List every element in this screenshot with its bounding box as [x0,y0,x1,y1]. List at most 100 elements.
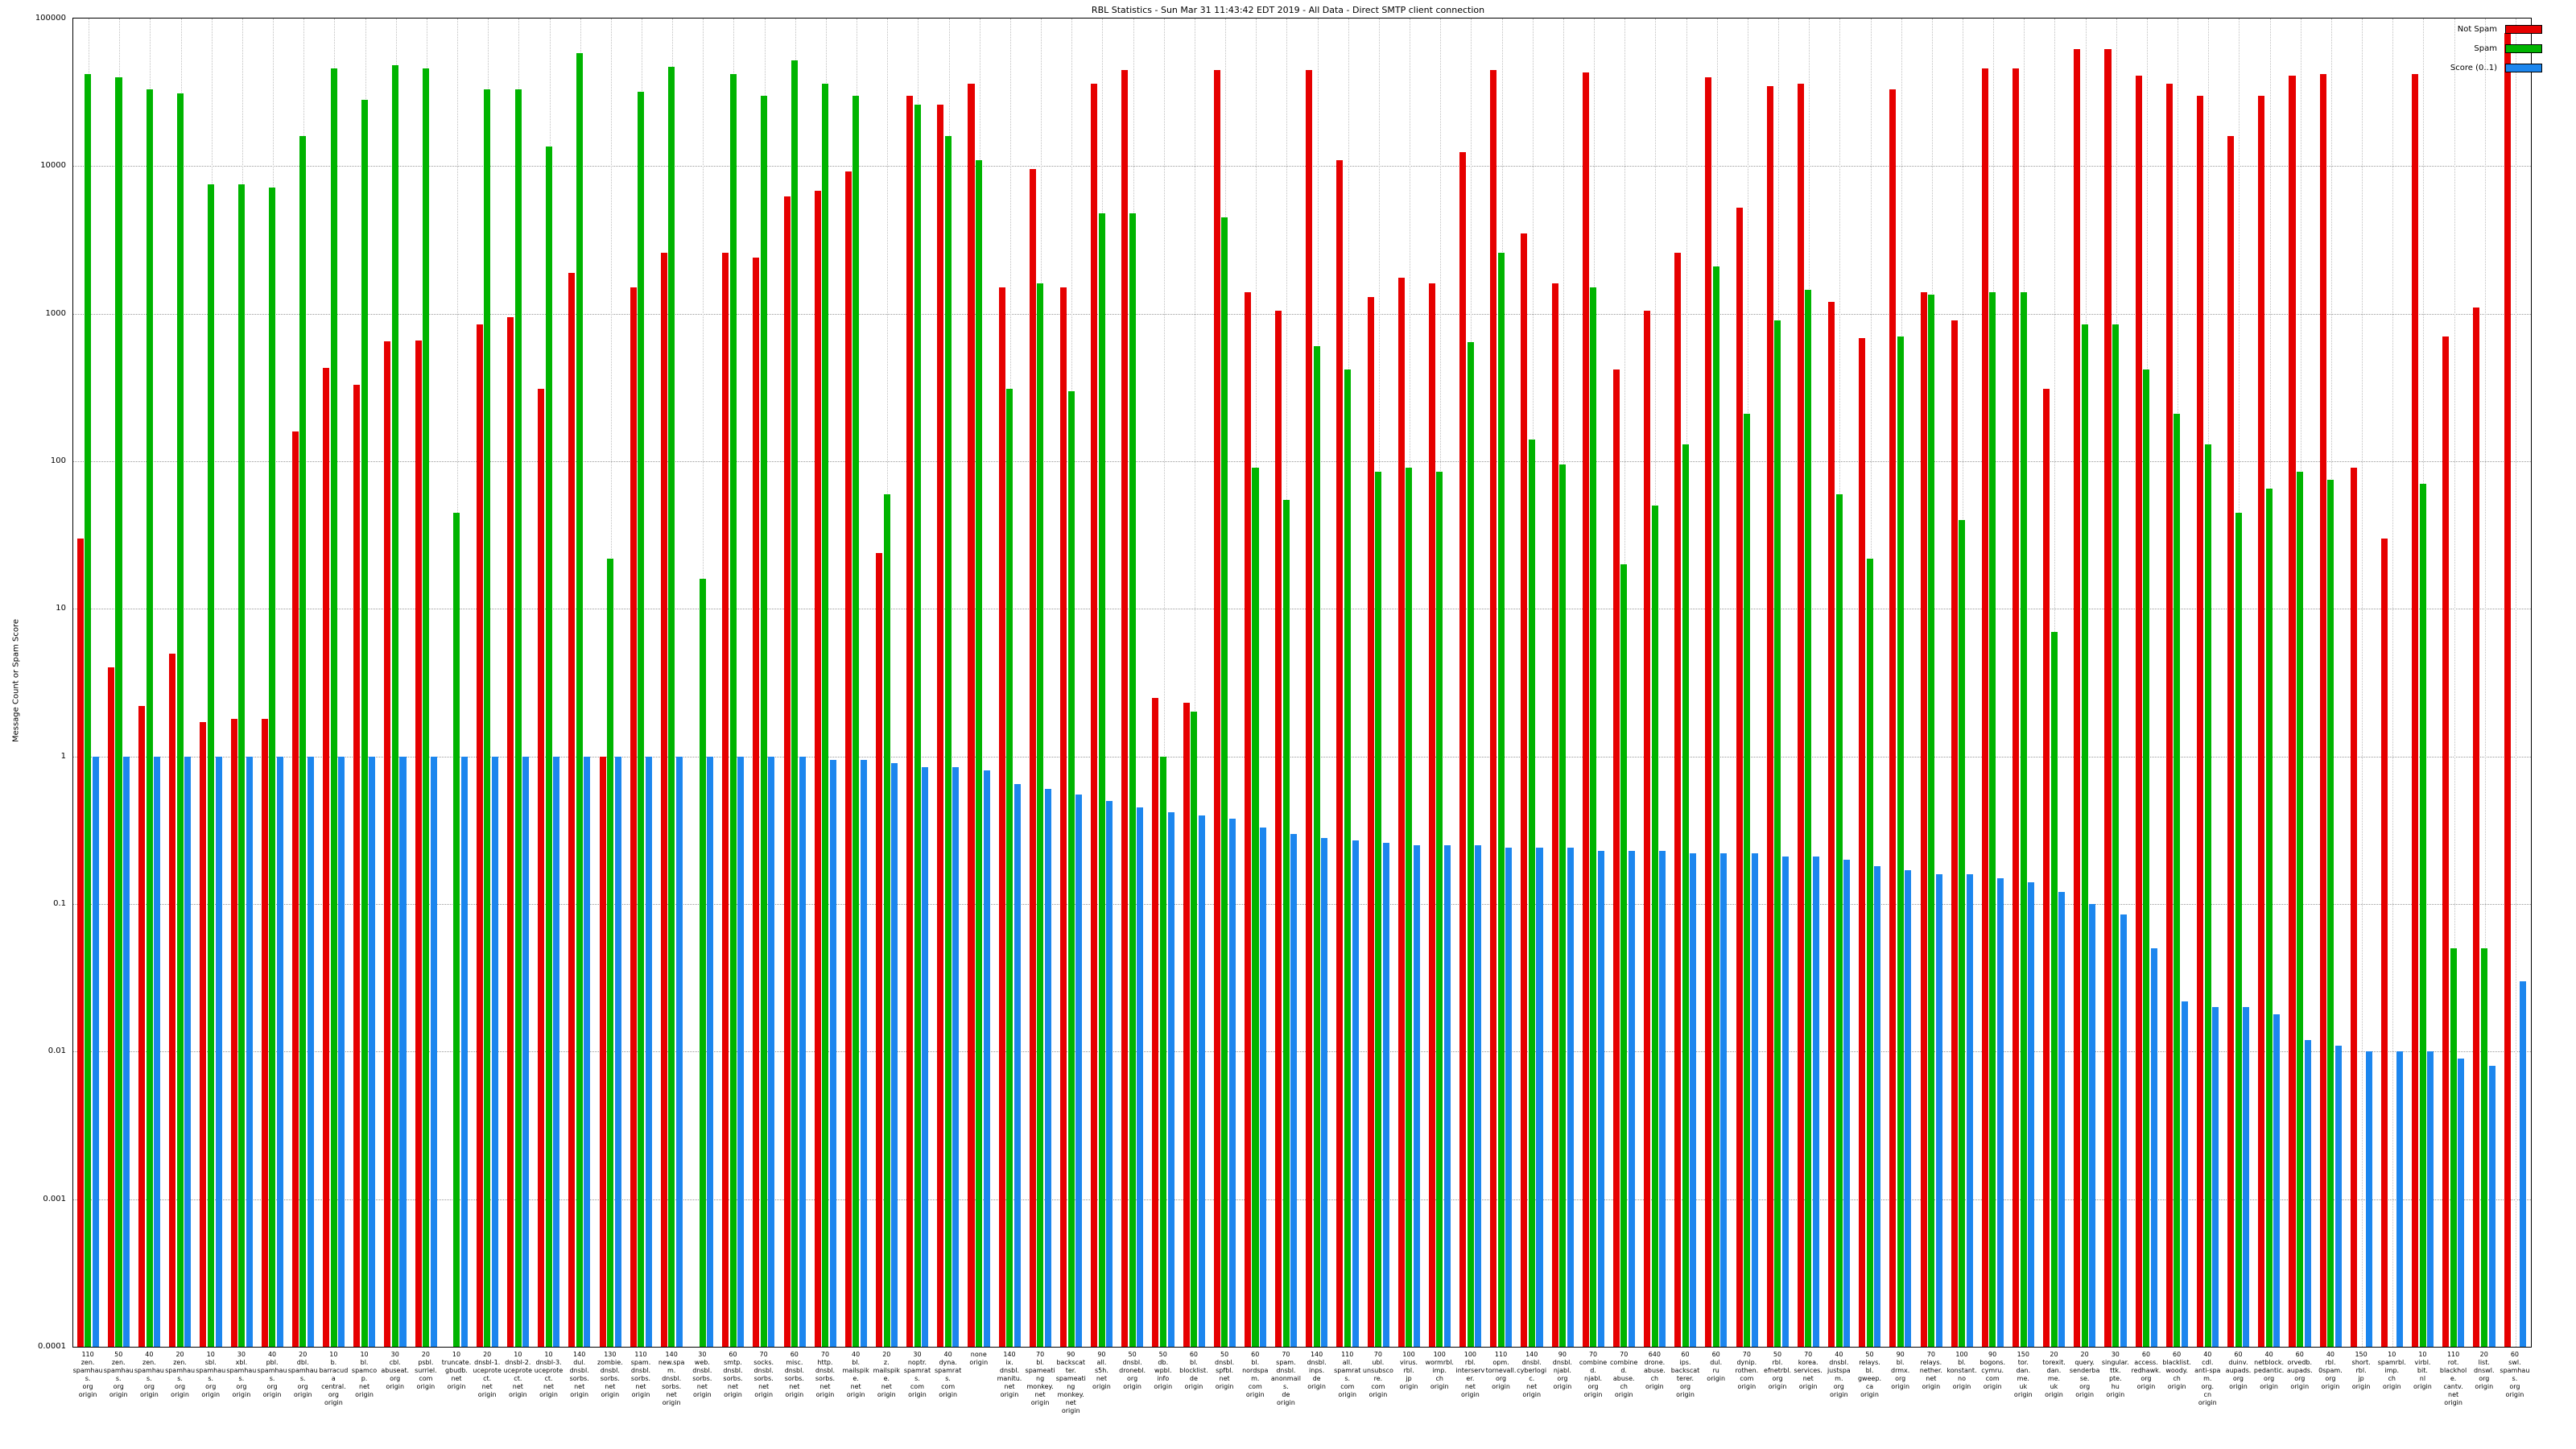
x-tick-label-line: b. [330,1359,337,1366]
x-tick-label-line: 60 [2510,1351,2519,1358]
x-tick-label-line: dnswl. [2473,1367,2495,1374]
x-tick-label-line: net [574,1383,585,1390]
x-tick-label-line: uk [2019,1383,2028,1390]
legend-label-spam: Spam [2474,43,2497,53]
x-tick-label-line: dan. [2016,1367,2031,1374]
x-tick-label-line: org [2294,1375,2306,1382]
x-tick-label-line: backscatterer. [1670,1367,1700,1382]
bar-not-spam [476,324,483,1347]
x-tick-label-line: 70 [820,1351,830,1358]
x-tick-label-line: dnsbl. [1829,1359,1849,1366]
x-tick-label-line: origin [1092,1383,1111,1390]
bar-score-0-1 [1751,853,1758,1347]
x-tick-label-line: zombie. [597,1359,623,1366]
x-tick-label-line: uceprotect. [534,1367,564,1382]
x-tick-label-line: aupads. [2286,1367,2313,1374]
bar-spam [2419,484,2426,1347]
bar-score-0-1 [2396,1051,2404,1347]
x-tick-label-line: dnsbl. [630,1367,651,1374]
x-gridline [2454,19,2455,1347]
bar-score-0-1 [1720,853,1728,1347]
x-tick-label: 90 all. s5h. net origin [1086,1351,1117,1391]
bar-score-0-1 [1935,873,1942,1347]
x-tick-label: 20 dnsbl-1. uceprotect. net origin [472,1351,502,1399]
bar-not-spam [1121,69,1129,1347]
x-tick-label-line: org [2140,1375,2152,1382]
x-tick-label-line: zen. [173,1359,187,1366]
x-tick-label-line: net [881,1383,892,1390]
legend-label-not-spam: Not Spam [2457,24,2497,34]
x-tick-label-line: efnetrbl. [1764,1367,1792,1374]
x-tick-label-line: torexit. [2042,1359,2066,1366]
bar-score-0-1 [1966,873,1973,1347]
bar-score-0-1 [1628,850,1635,1347]
x-tick-label-line: 90 [1988,1351,1997,1358]
bar-score-0-1 [2273,1013,2281,1347]
x-tick-label-line: origin [508,1391,527,1398]
bar-not-spam [2442,336,2450,1347]
x-tick-label-line: drone. [1644,1359,1666,1366]
x-tick-label-line: 20 [2479,1351,2488,1358]
x-tick-label-line: 70 [1620,1351,1629,1358]
legend-swatch-spam-icon [2505,43,2542,53]
y-gridline [73,166,2531,167]
x-tick-label-line: spamhaus. [72,1367,103,1382]
x-tick-label-line: 130 [604,1351,617,1358]
x-tick-label: 150 short. rbl. jp origin [2346,1351,2376,1391]
bar-score-0-1 [491,756,498,1347]
x-tick-label-line: origin [386,1383,405,1390]
x-tick-label-line: net [758,1383,770,1390]
bar-spam [1037,283,1044,1347]
bar-not-spam [2135,76,2142,1347]
bar-spam [2297,471,2304,1347]
x-tick-label-line: me. [2017,1375,2029,1382]
bar-score-0-1 [983,770,990,1347]
x-tick-label-line: dynip. [1736,1359,1757,1366]
bar-not-spam [1183,703,1190,1347]
bar-not-spam [1828,302,1835,1347]
x-tick-label-line: origin [662,1399,681,1406]
x-tick-label-line: origin [2229,1383,2248,1390]
bar-score-0-1 [92,756,99,1347]
x-tick-label-line: 10 [2388,1351,2396,1358]
bar-spam [1651,506,1658,1347]
bar-not-spam [1152,697,1159,1347]
x-tick-label: 140 dul. dnsbl. sorbs. net origin [564,1351,595,1399]
x-tick-label-line: mailspike. [842,1367,869,1382]
x-tick-label-line: dnsbl. [999,1367,1020,1374]
x-tick-label-line: sbl. [204,1359,217,1366]
x-tick-label-line: 110 [81,1351,94,1358]
x-tick-label: 40 zen. spamhaus. org origin [134,1351,164,1399]
x-tick-label-line: spamhaus. [196,1367,226,1382]
x-tick-label: 40 netblock. pedantic. org origin [2254,1351,2285,1391]
bar-spam [699,578,706,1347]
x-tick-label: 110 all. spamrats. com origin [1332,1351,1363,1399]
x-tick-label-line: ch [2173,1375,2181,1382]
x-tick-label-line: 40 [2264,1351,2273,1358]
x-tick-label-line: origin [692,1391,712,1398]
bar-score-0-1 [1075,795,1083,1347]
bar-score-0-1 [1781,856,1789,1347]
y-gridline [73,313,2531,315]
bar-score-0-1 [1413,845,1420,1347]
x-tick-label-line: origin [631,1391,650,1398]
x-tick-label: 60 smtp. dnsbl. sorbs. net origin [717,1351,748,1399]
x-tick-label-line: dyna. [939,1359,957,1366]
bar-score-0-1 [614,756,621,1347]
x-tick-label: 40 pbl. spamhaus. org origin [257,1351,287,1399]
bar-not-spam [230,718,237,1347]
bar-not-spam [660,252,667,1347]
x-tick-label-line: origin [1492,1383,1510,1390]
x-tick-label-line: net [789,1383,800,1390]
x-tick-label-line: jp [1406,1375,1412,1382]
bar-spam [883,493,890,1347]
x-tick-label-line: 10 [514,1351,522,1358]
bar-score-0-1 [1167,811,1174,1347]
x-tick-label-line: origin [416,1383,436,1390]
x-tick-label-line: net [605,1383,616,1390]
x-tick-label-line: org [82,1383,93,1390]
bar-score-0-1 [1874,866,1881,1347]
x-tick-label-line: sorbs. [630,1375,651,1382]
bar-spam [1528,440,1535,1347]
x-tick-label-line: cbl. [389,1359,401,1366]
